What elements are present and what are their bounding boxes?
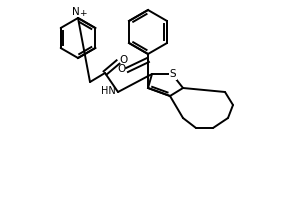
Text: S: S — [170, 69, 176, 79]
Text: HN: HN — [101, 86, 116, 96]
Text: O: O — [119, 55, 127, 65]
Text: N: N — [72, 7, 80, 17]
Text: O: O — [118, 64, 126, 74]
Text: +: + — [79, 9, 87, 19]
